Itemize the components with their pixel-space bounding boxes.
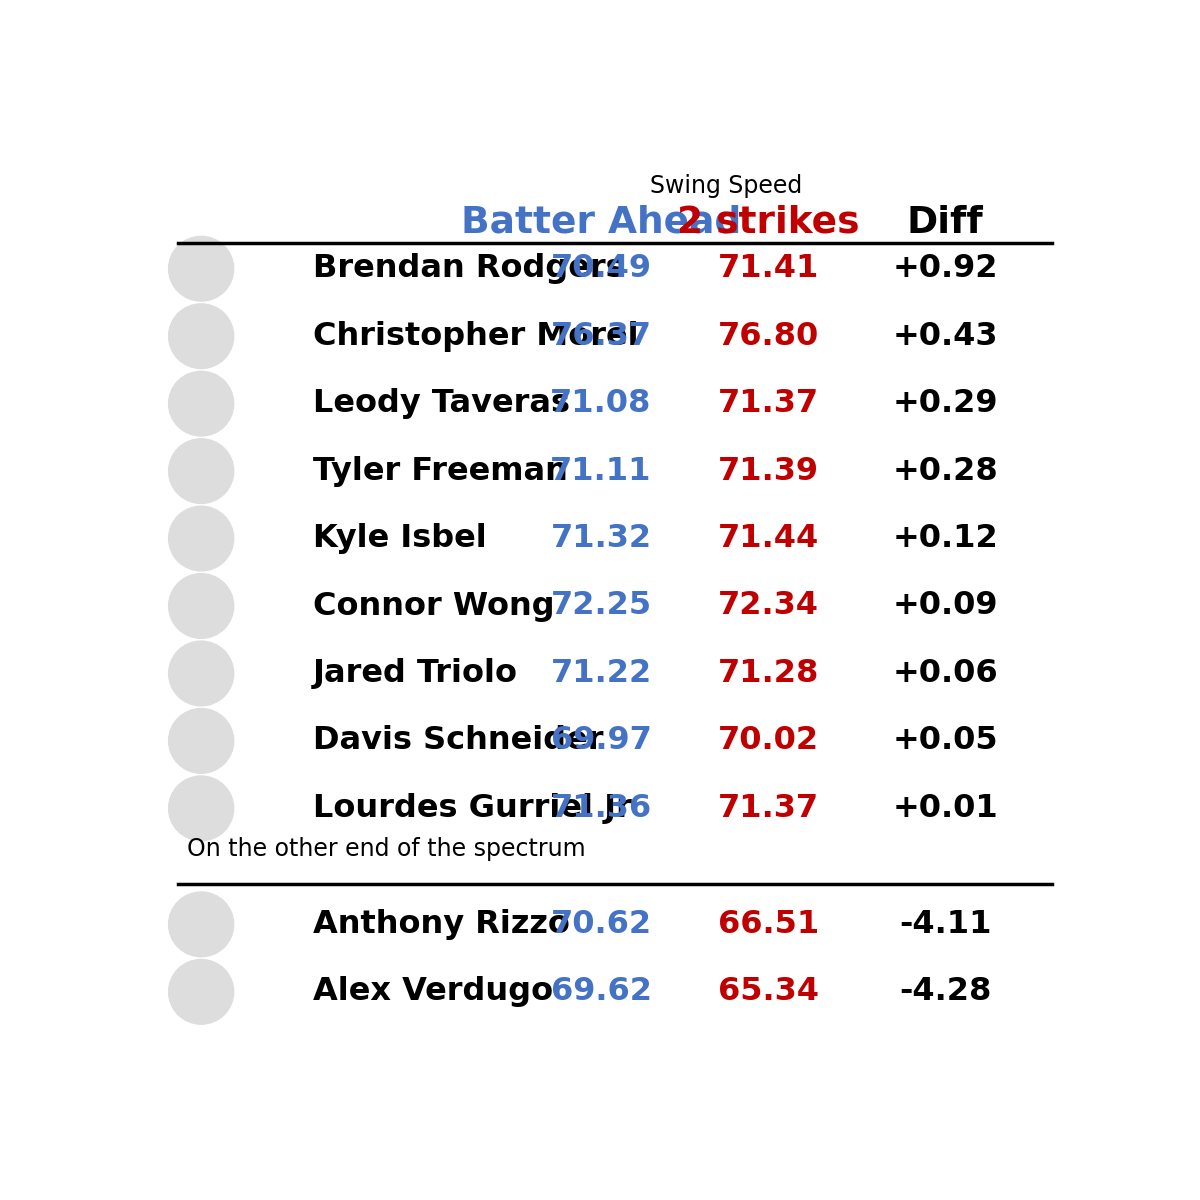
Text: Diff: Diff [907,204,984,240]
Text: 71.22: 71.22 [551,658,652,689]
Text: 76.80: 76.80 [718,320,820,352]
Text: Brendan Rodgers: Brendan Rodgers [313,253,624,284]
Text: +0.12: +0.12 [893,523,998,554]
Text: 71.11: 71.11 [551,456,652,486]
Text: 69.97: 69.97 [551,726,652,756]
Text: Davis Schneider: Davis Schneider [313,726,604,756]
Circle shape [168,371,234,436]
Text: 71.37: 71.37 [718,388,820,419]
Text: Kyle Isbel: Kyle Isbel [313,523,486,554]
Text: +0.05: +0.05 [893,726,998,756]
Text: Swing Speed: Swing Speed [650,174,803,198]
Text: +0.01: +0.01 [893,793,998,824]
Circle shape [168,892,234,956]
Circle shape [168,776,234,841]
Text: Anthony Rizzo: Anthony Rizzo [313,908,570,940]
Text: 70.02: 70.02 [718,726,820,756]
Text: Alex Verdugo: Alex Verdugo [313,977,553,1007]
Circle shape [168,439,234,504]
Text: 2 strikes: 2 strikes [677,204,859,240]
Text: +0.28: +0.28 [893,456,998,486]
Circle shape [168,304,234,368]
Text: +0.92: +0.92 [893,253,998,284]
Text: 71.32: 71.32 [551,523,652,554]
Text: 72.34: 72.34 [718,590,818,622]
Circle shape [168,960,234,1024]
Text: -4.28: -4.28 [899,977,991,1007]
Text: -4.11: -4.11 [899,908,991,940]
Text: Connor Wong: Connor Wong [313,590,554,622]
Text: 71.37: 71.37 [718,793,820,824]
Text: +0.43: +0.43 [893,320,998,352]
Circle shape [168,574,234,638]
Text: Leody Taveras: Leody Taveras [313,388,570,419]
Text: Christopher Morel: Christopher Morel [313,320,638,352]
Text: 71.39: 71.39 [718,456,818,486]
Text: Tyler Freeman: Tyler Freeman [313,456,568,486]
Text: 71.41: 71.41 [718,253,820,284]
Text: 69.62: 69.62 [551,977,652,1007]
Text: +0.09: +0.09 [893,590,998,622]
Text: Batter Ahead: Batter Ahead [461,204,742,240]
Text: +0.06: +0.06 [893,658,998,689]
Text: 71.08: 71.08 [551,388,652,419]
Text: 76.37: 76.37 [551,320,652,352]
Circle shape [168,641,234,706]
Text: On the other end of the spectrum: On the other end of the spectrum [187,836,586,860]
Text: 65.34: 65.34 [718,977,818,1007]
Circle shape [168,506,234,571]
Text: +0.29: +0.29 [893,388,998,419]
Circle shape [168,236,234,301]
Text: Lourdes Gurriel Jr: Lourdes Gurriel Jr [313,793,631,824]
Text: 70.62: 70.62 [551,908,652,940]
Text: 72.25: 72.25 [551,590,652,622]
Circle shape [168,708,234,773]
Text: 70.49: 70.49 [551,253,652,284]
Text: 66.51: 66.51 [718,908,820,940]
Text: 71.36: 71.36 [551,793,652,824]
Text: 71.28: 71.28 [718,658,820,689]
Text: 71.44: 71.44 [718,523,820,554]
Text: Jared Triolo: Jared Triolo [313,658,517,689]
